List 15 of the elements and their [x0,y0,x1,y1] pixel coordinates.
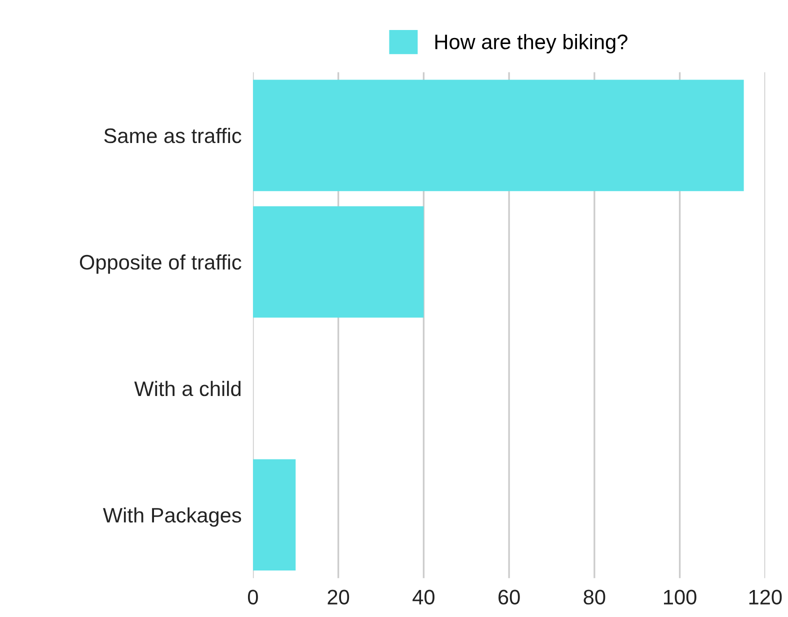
x-tick-label: 60 [498,590,520,605]
y-tick-label: Same as traffic [104,128,242,144]
legend-label: How are they biking? [435,34,628,54]
x-tick-label: 0 [248,590,258,605]
bar [252,459,296,571]
x-tick-label: 40 [412,590,434,605]
x-tick-label: 20 [328,590,350,605]
x-tick-label: 80 [584,590,606,605]
bar [252,80,744,192]
x-tick-label: 120 [749,590,782,605]
y-tick-label: Opposite of traffic [80,254,242,274]
bar [252,206,424,318]
y-tick-label: With a child [134,380,240,396]
x-tick-label: 100 [664,590,696,605]
y-tick-label: With Packages [102,507,242,527]
